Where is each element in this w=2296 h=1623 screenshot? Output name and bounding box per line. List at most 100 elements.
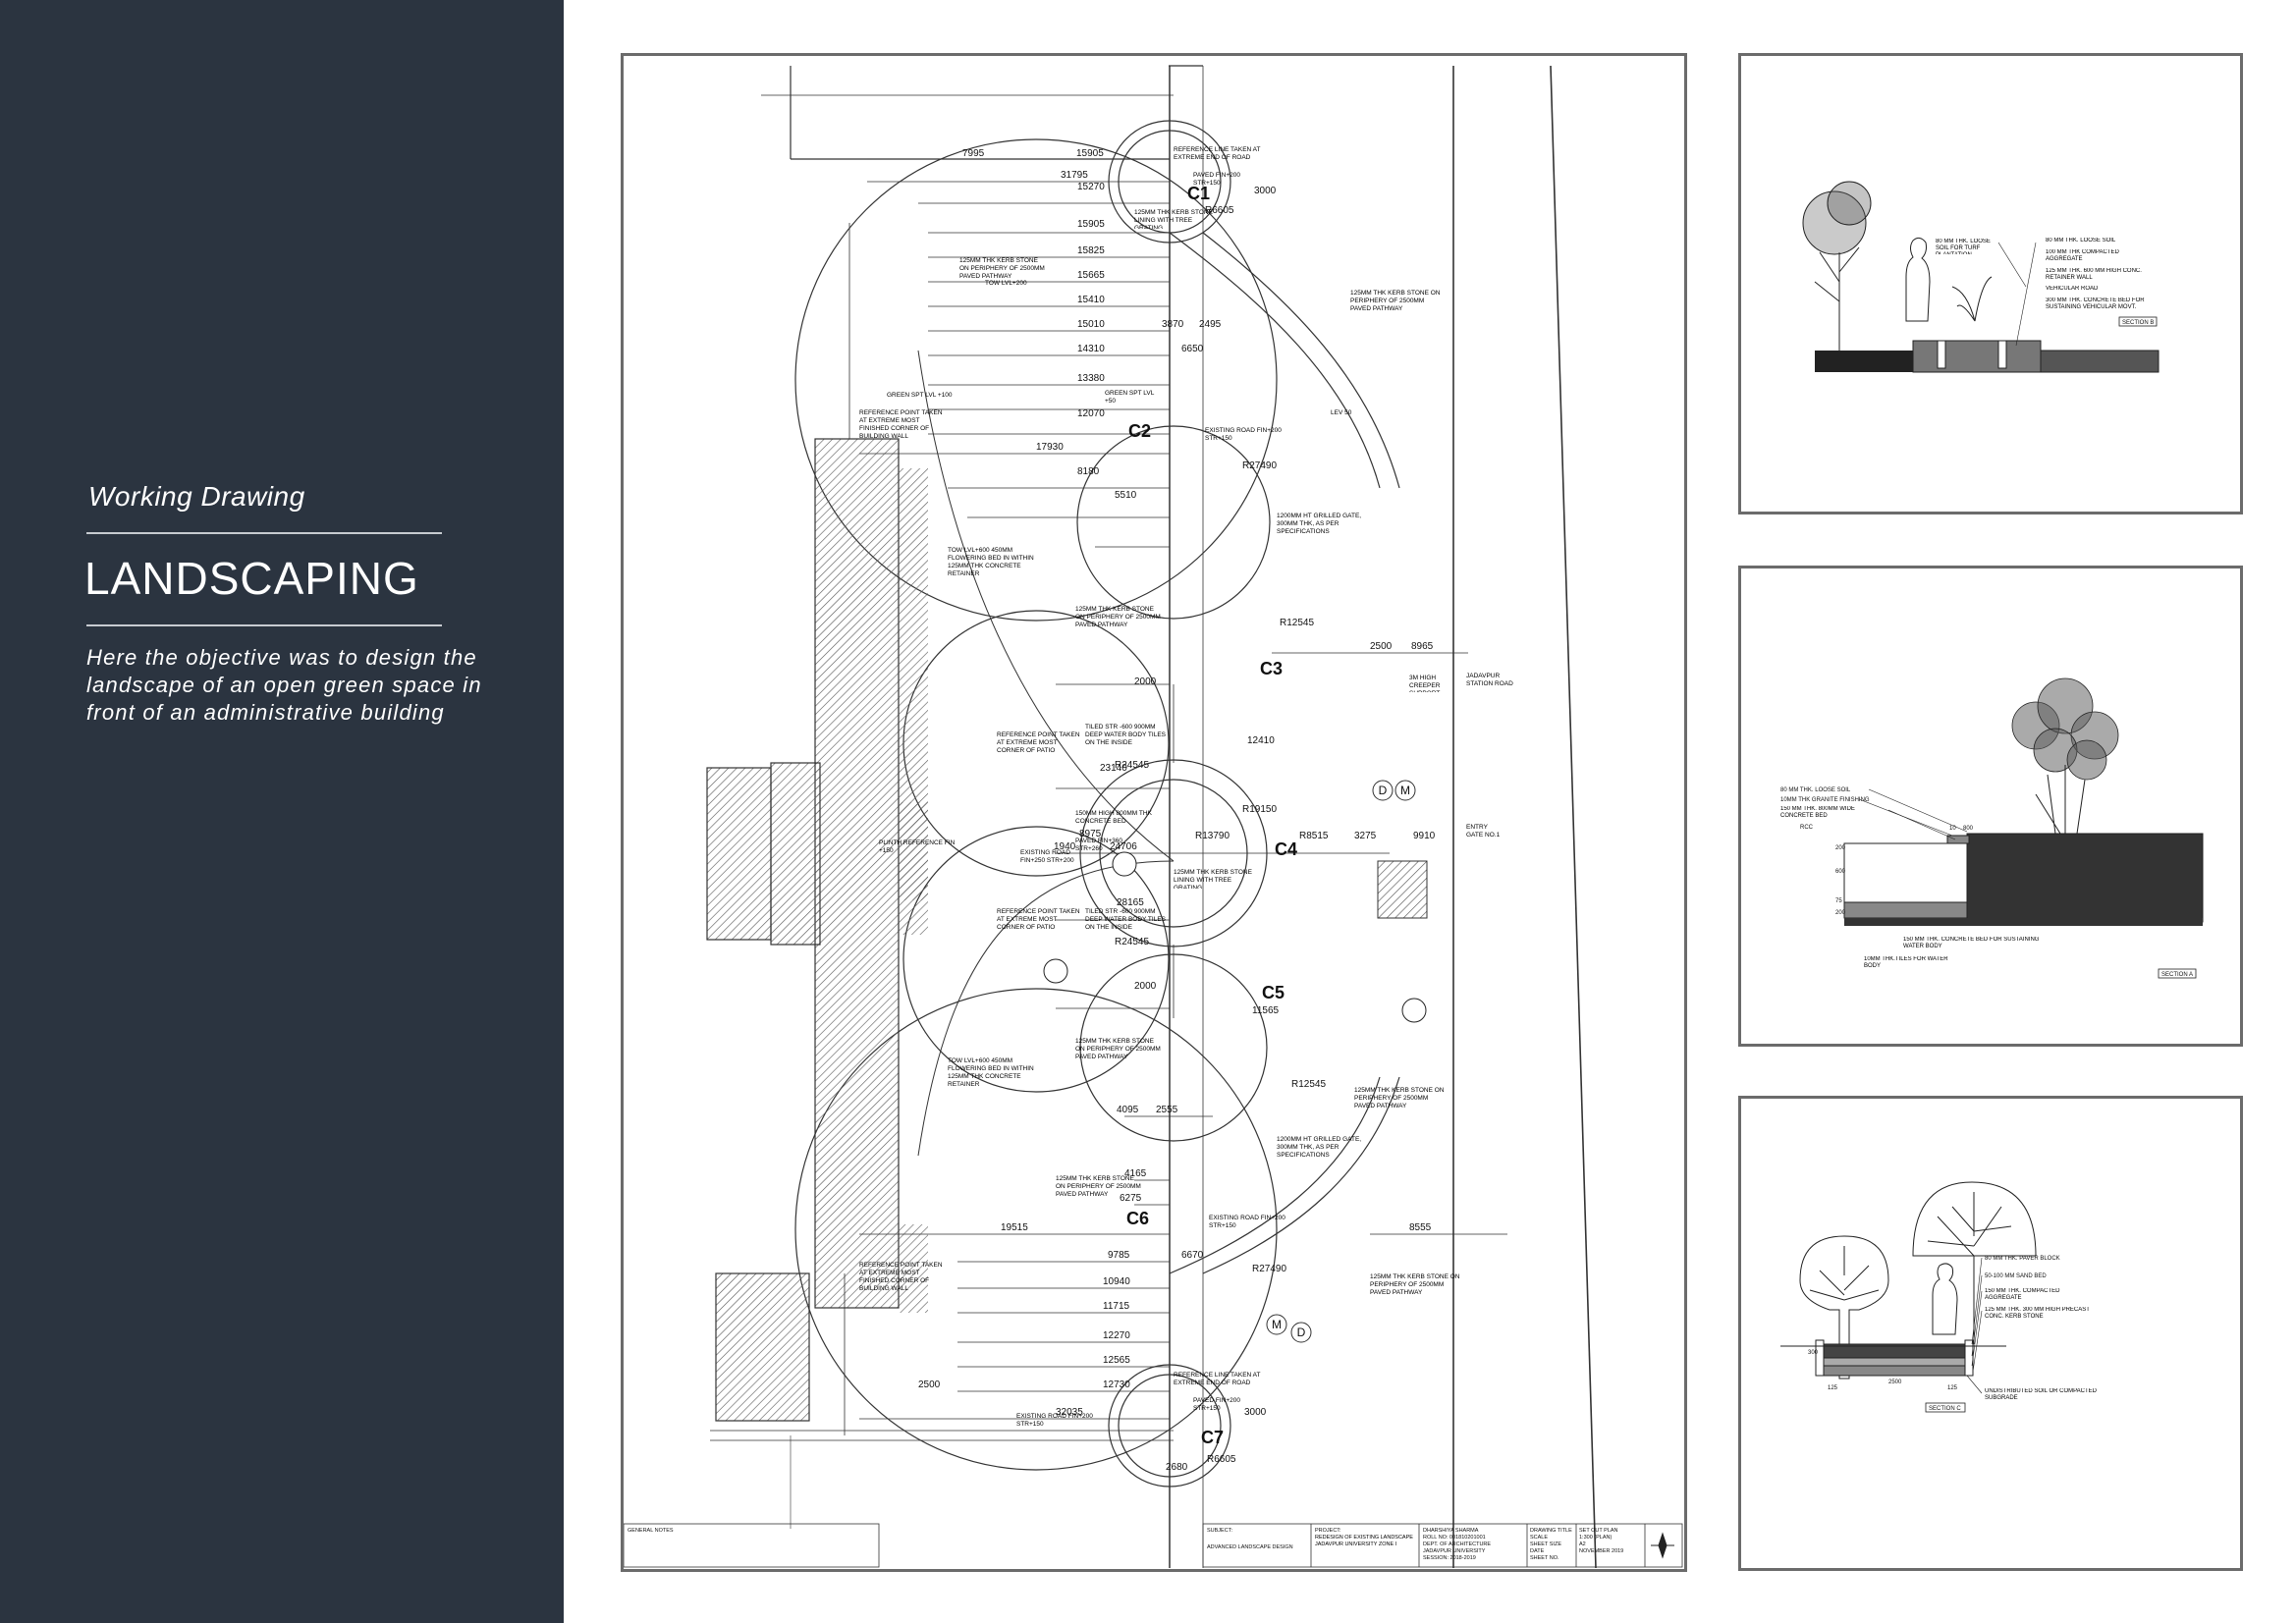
- annotation: PLINTH REFERENCE FIN +150: [879, 839, 956, 854]
- dim-text: 75: [1835, 898, 1842, 904]
- dim-text: 2680: [1166, 1462, 1188, 1473]
- radius-text: R6605: [1205, 205, 1234, 216]
- section-c-sheet: 80 MM THK. PAVER BLOCK 50-100 MM SAND BE…: [1738, 1096, 2243, 1571]
- title-block-value: SESSION: 2018-2019: [1423, 1555, 1476, 1561]
- annotation: 150MM HIGH 800MM THK CONCRETE BED: [1075, 810, 1152, 825]
- radius-text: R24545: [1115, 937, 1149, 947]
- annotation: GREEN SPT LVL +100: [887, 392, 953, 399]
- dim-text: 15010: [1077, 319, 1105, 330]
- radius-text: R6605: [1207, 1454, 1236, 1465]
- dim-text: 12070: [1077, 408, 1105, 419]
- annotation: 125MM THK KERB STONE ON PERIPHERY OF 250…: [1350, 290, 1441, 312]
- radius-text: R19150: [1242, 804, 1277, 815]
- circle-label-c7: C7: [1201, 1428, 1224, 1447]
- dim-text: 15270: [1077, 182, 1105, 192]
- dim-text: 19515: [1001, 1222, 1028, 1233]
- divider-top: [86, 532, 442, 534]
- project-description: Here the objective was to design the lan…: [86, 645, 482, 725]
- dim-text: 6275: [1120, 1193, 1142, 1204]
- annotation: REFERENCE LINE TAKEN AT EXTREME END OF R…: [1174, 146, 1261, 161]
- title-block-label: SHEET SIZE: [1530, 1542, 1561, 1547]
- annotation: 3M HIGH CREEPER SUPPORT: [1409, 675, 1441, 692]
- dim-text: 12270: [1103, 1330, 1130, 1341]
- title-block-value: NOVEMBER 2019: [1579, 1548, 1623, 1554]
- person-figure-icon: [1905, 237, 1931, 322]
- dim-text: 28165: [1117, 897, 1144, 908]
- radius-text: R27490: [1252, 1264, 1286, 1274]
- dim-text: 15410: [1077, 295, 1105, 305]
- dim-text: 12565: [1103, 1355, 1130, 1366]
- title-block-value: REDESIGN OF EXISTING LANDSCAPE JADAVPUR …: [1315, 1535, 1413, 1547]
- title-block-label: PROJECT:: [1315, 1528, 1341, 1534]
- dim-text: 2495: [1199, 319, 1222, 330]
- section-tag: SECTION B: [2122, 320, 2154, 326]
- dim-text: 12730: [1103, 1380, 1130, 1390]
- annotation: 125MM THK KERB STONE ON PERIPHERY OF 250…: [1370, 1273, 1460, 1296]
- annotation: TOW LVL+200: [985, 280, 1027, 287]
- circle-label-c1: C1: [1187, 184, 1210, 203]
- title-block-label: DATE: [1530, 1548, 1545, 1554]
- dim-text: 7995: [962, 148, 985, 159]
- annotation: GREEN SPT LVL +50: [1105, 390, 1155, 405]
- annotation: PAVED FIN+200 STR+150: [1193, 172, 1240, 187]
- dim-text: 8975: [1079, 829, 1102, 839]
- annotation: 125MM THK KERB STONE ON PERIPHERY OF 250…: [1056, 1175, 1141, 1198]
- title-block-value: JADAVPUR UNIVERSITY: [1423, 1548, 1486, 1554]
- dim-text: 5510: [1115, 490, 1137, 501]
- dim-text: 2500: [1888, 1380, 1902, 1385]
- annotation: PAVED FIN+200 STR+150: [1193, 1397, 1240, 1412]
- dim-text: R13790: [1195, 831, 1230, 841]
- section-note: 150 MM THK. COMPACTED AGGREGATE: [1985, 1288, 2060, 1301]
- title-block-value: A2: [1579, 1542, 1586, 1547]
- annotation: 1200MM HT GRILLED GATE, 300MM THK, AS PE…: [1277, 1136, 1362, 1159]
- title-block-value: 1:300 (PLAN): [1579, 1535, 1612, 1541]
- section-tag: SECTION C: [1929, 1406, 1961, 1412]
- dim-text: 2000: [1134, 676, 1157, 687]
- section-note: 100 MM THK COMPACTED AGGREGATE: [2046, 249, 2119, 262]
- annotation: LEV 50: [1331, 409, 1352, 416]
- title-block-value: ROLL NO: 001810201001: [1423, 1535, 1486, 1541]
- annotation: EXISTING ROAD FIN+200 STR+150: [1205, 427, 1282, 442]
- sidebar-panel: Working Drawing LANDSCAPING Here the obj…: [0, 0, 564, 1623]
- set-out-plan-drawing: C1 C2 C3 C4 C5 C6 C7 7995 15905 31795 15…: [623, 65, 1683, 1569]
- dim-text: 10940: [1103, 1276, 1130, 1287]
- marker-d: D: [1379, 784, 1388, 797]
- dim-text: 13380: [1077, 373, 1105, 384]
- annotation: TILED STR -600 900MM DEEP WATER BODY TIL…: [1085, 724, 1166, 746]
- annotation: PAVED FIN+360 STR+260: [1075, 838, 1122, 852]
- annotation: EXISTING ROAD FIN+200 STR+150: [1209, 1215, 1285, 1229]
- dim-text: 15905: [1077, 219, 1105, 230]
- annotation: EXISTING ROAD FIN+200 STR+150: [1016, 1413, 1093, 1428]
- annotation: JADAVPUR STATION ROAD: [1466, 673, 1513, 687]
- circle-label-c5: C5: [1262, 983, 1285, 1002]
- radius-text: R12545: [1291, 1079, 1326, 1090]
- dim-text: 200: [1835, 845, 1846, 851]
- annotation: REFERENCE POINT TAKEN AT EXTREME MOST FI…: [859, 1262, 943, 1292]
- section-note: 10MM THK GRANITE FINISHING: [1780, 797, 1870, 803]
- section-note: 80 MM THK. LOOSE SOIL: [1780, 787, 1851, 793]
- dim-text: 800: [1963, 826, 1974, 832]
- marker-m: M: [1400, 784, 1410, 797]
- dim-text: 6670: [1181, 1250, 1204, 1261]
- dim-text: 3870: [1162, 319, 1184, 330]
- north-arrow-icon: [1651, 1532, 1674, 1559]
- dim-text: 11715: [1103, 1301, 1130, 1312]
- page-title: LANDSCAPING: [84, 553, 419, 604]
- dim-text: 15825: [1077, 245, 1105, 256]
- section-note: 125 MM THK. 300 MM HIGH PRECAST CONC. KE…: [1985, 1307, 2090, 1320]
- tree-icon: [1802, 181, 1872, 351]
- dim-text: 1940: [1054, 841, 1076, 852]
- section-b-sheet: 80 MM THK. LOOSE SOIL 100 MM THK COMPACT…: [1738, 53, 2243, 514]
- dim-text: 2555: [1156, 1105, 1178, 1115]
- dim-text: 3275: [1354, 831, 1377, 841]
- person-figure-icon: [1932, 1263, 1958, 1335]
- annotation: REFERENCE POINT TAKEN AT EXTREME MOST FI…: [859, 409, 943, 440]
- annotation: 125MM THK KERB STONE ON PERIPHERY OF 250…: [1075, 606, 1161, 628]
- dim-text: 15905: [1076, 148, 1104, 159]
- circle-label-c2: C2: [1128, 421, 1151, 441]
- dim-text: 600: [1835, 869, 1846, 875]
- circle-label-c6: C6: [1126, 1209, 1149, 1228]
- section-a-sheet: 80 MM THK. LOOSE SOIL 10MM THK GRANITE F…: [1738, 566, 2243, 1047]
- dim-text: 3000: [1254, 186, 1277, 196]
- title-block-value: DEPT. OF ARCHITECTURE: [1423, 1542, 1491, 1547]
